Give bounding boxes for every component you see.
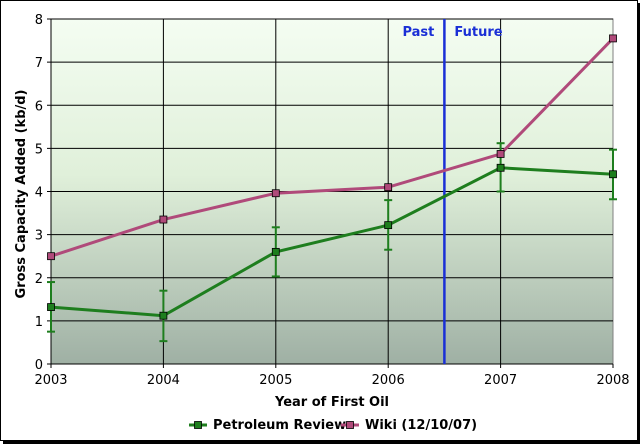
legend-swatch-marker [194,421,202,429]
legend-item-1: Wiki (12/10/07) [341,418,477,433]
y-tick-label: 5 [35,142,43,157]
series-1 [47,34,617,261]
legend-item-0: Petroleum Review [189,418,346,433]
y-tick-label: 3 [35,229,43,244]
legend: Petroleum Review Wiki (12/10/07) [189,418,477,433]
x-tick-label: 2004 [147,373,180,388]
annotations: Past Future [402,19,503,364]
y-axis-ticks: 0 1 2 3 4 5 6 7 8 [35,13,51,373]
x-tick-label: 2008 [596,373,629,388]
data-point [271,247,280,256]
future-label: Future [454,25,502,40]
legend-label: Petroleum Review [213,418,346,433]
x-tick-label: 2006 [372,373,405,388]
past-label: Past [402,25,434,40]
y-tick-label: 1 [35,315,43,330]
y-axis-label: Gross Capacity Added (kb/d) [14,90,29,299]
x-tick-label: 2003 [34,373,67,388]
data-point [47,303,55,311]
y-tick-label: 4 [35,186,43,201]
x-tick-label: 2005 [259,373,292,388]
y-tick-label: 6 [35,99,43,114]
series-0 [47,142,617,343]
x-axis-ticks: 2003 2004 2005 2006 2007 2008 [34,364,630,388]
series-line [50,37,615,258]
data-point [159,311,168,320]
y-tick-label: 2 [35,272,43,287]
data-point [496,150,505,158]
data-point [384,221,393,230]
legend-label: Wiki (12/10/07) [365,418,477,433]
data-point [496,163,505,172]
data-point [159,215,168,224]
y-tick-label: 0 [35,358,43,373]
x-axis-label: Year of First Oil [274,395,389,410]
data-point [609,34,617,43]
y-tick-label: 7 [35,56,43,71]
x-tick-label: 2007 [484,373,517,388]
data-point [384,183,393,192]
data-point [271,189,280,198]
data-point [47,252,55,261]
legend-swatch-marker [346,421,354,429]
series-group [47,34,617,343]
y-tick-label: 8 [35,13,43,28]
series-line [50,166,614,318]
data-point [609,170,617,179]
